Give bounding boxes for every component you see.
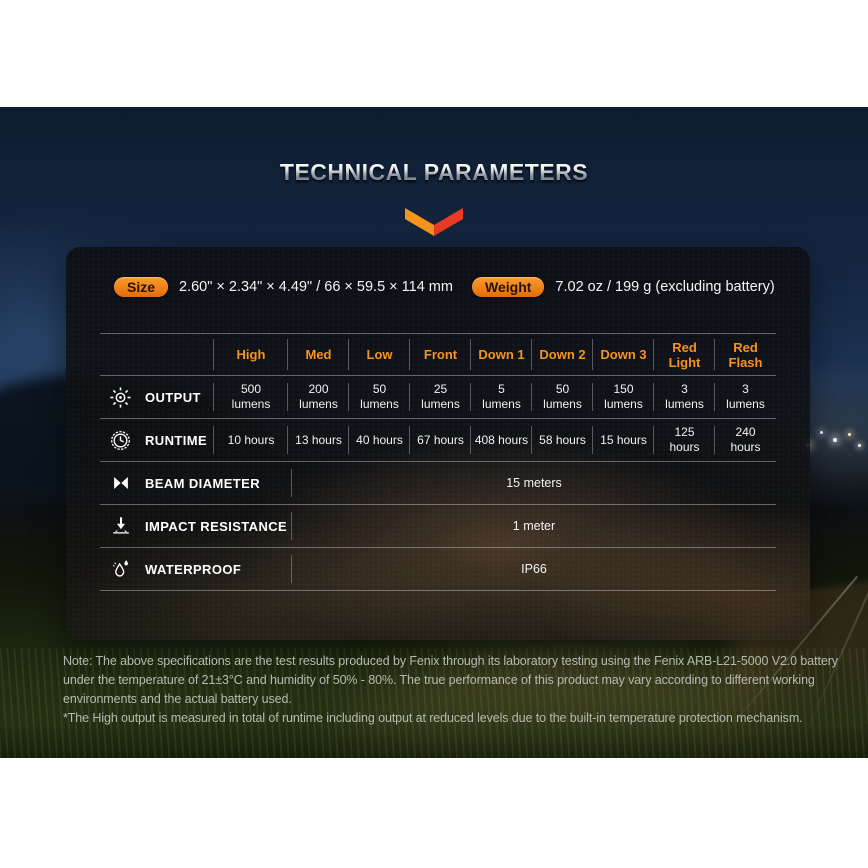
output-cell: 3 lumens bbox=[654, 376, 715, 418]
output-label: OUTPUT bbox=[145, 389, 201, 405]
runtime-label-cell: RUNTIME bbox=[100, 419, 214, 461]
header-cell-blank bbox=[100, 334, 214, 375]
output-cell: 150 lumens bbox=[593, 376, 654, 418]
output-cell: 3 lumens bbox=[726, 382, 765, 411]
runtime-cell: 125 hours bbox=[654, 419, 715, 461]
spec-panel: Size 2.60" × 2.34" × 4.49" / 66 × 59.5 ×… bbox=[66, 247, 810, 640]
chevron-down-icon bbox=[405, 208, 463, 236]
weight-value: 7.02 oz / 199 g (excluding battery) bbox=[555, 279, 775, 295]
waterproof-label-cell: WATERPROOF bbox=[100, 548, 292, 590]
output-cell: 500 lumens bbox=[214, 376, 288, 418]
beam-diameter-row: BEAM DIAMETER 15 meters bbox=[100, 461, 776, 504]
runtime-cell: 58 hours bbox=[532, 419, 593, 461]
camp-light bbox=[848, 433, 851, 436]
output-cell: 50 lumens bbox=[349, 376, 410, 418]
camp-light bbox=[833, 438, 837, 442]
runtime-cell: 40 hours bbox=[349, 419, 410, 461]
grass-foreground bbox=[0, 648, 868, 758]
waterproof-value-cell: IP66 bbox=[521, 562, 547, 576]
header-cell: Low bbox=[349, 334, 410, 375]
runtime-cell: 10 hours bbox=[214, 419, 288, 461]
beam-label: BEAM DIAMETER bbox=[145, 475, 260, 491]
runtime-cell: 13 hours bbox=[288, 419, 349, 461]
note-text: Note: The above specifications are the t… bbox=[63, 654, 838, 725]
header-cell: Front bbox=[410, 334, 471, 375]
output-cell: 25 lumens bbox=[410, 376, 471, 418]
header-cell: Red Flash bbox=[728, 339, 763, 370]
impact-resistance-row: IMPACT RESISTANCE 1 meter bbox=[100, 504, 776, 547]
waterdrop-icon bbox=[108, 557, 133, 582]
table-header-row: High Med Low Front Down 1 Down 2 Down 3 … bbox=[100, 333, 776, 375]
impact-label: IMPACT RESISTANCE bbox=[145, 518, 288, 534]
spec-table: High Med Low Front Down 1 Down 2 Down 3 … bbox=[100, 333, 776, 591]
beam-value-cell: 15 meters bbox=[506, 476, 562, 490]
header-cell: Down 3 bbox=[593, 334, 654, 375]
beam-label-cell: BEAM DIAMETER bbox=[100, 462, 292, 504]
impact-label-cell: IMPACT RESISTANCE bbox=[100, 505, 292, 547]
runtime-cell: 15 hours bbox=[593, 419, 654, 461]
weight-spec: Weight 7.02 oz / 199 g (excluding batter… bbox=[472, 277, 775, 297]
beam-icon bbox=[108, 471, 133, 496]
sun-icon bbox=[108, 385, 133, 410]
size-spec: Size 2.60" × 2.34" × 4.49" / 66 × 59.5 ×… bbox=[114, 277, 453, 297]
runtime-cell: 240 hours bbox=[730, 425, 761, 454]
waterproof-label: WATERPROOF bbox=[145, 561, 242, 577]
impact-arrow-icon bbox=[108, 514, 133, 539]
header-cell: Med bbox=[288, 334, 349, 375]
runtime-cell: 67 hours bbox=[410, 419, 471, 461]
output-cell: 5 lumens bbox=[471, 376, 532, 418]
output-cell: 50 lumens bbox=[532, 376, 593, 418]
header-cell: Down 1 bbox=[471, 334, 532, 375]
output-row: OUTPUT 500 lumens 200 lumens 50 lumens 2… bbox=[100, 375, 776, 418]
header-cell: High bbox=[214, 334, 288, 375]
runtime-cell: 408 hours bbox=[471, 419, 532, 461]
runtime-label: RUNTIME bbox=[145, 432, 208, 448]
size-badge: Size bbox=[114, 277, 169, 297]
camp-light bbox=[820, 431, 823, 434]
waterproof-row: WATERPROOF IP66 bbox=[100, 547, 776, 590]
header-cell: Red Light bbox=[654, 334, 715, 375]
runtime-row: RUNTIME 10 hours 13 hours 40 hours 67 ho… bbox=[100, 418, 776, 461]
clock-icon bbox=[108, 428, 133, 453]
output-cell: 200 lumens bbox=[288, 376, 349, 418]
camp-light bbox=[858, 444, 861, 447]
impact-value-cell: 1 meter bbox=[512, 519, 556, 533]
size-value: 2.60" × 2.34" × 4.49" / 66 × 59.5 × 114 … bbox=[179, 279, 453, 295]
output-label-cell: OUTPUT bbox=[100, 376, 214, 418]
page-title: TECHNICAL PARAMETERS bbox=[0, 159, 868, 186]
weight-badge: Weight bbox=[472, 277, 545, 297]
header-cell: Down 2 bbox=[532, 334, 593, 375]
background-photo: TECHNICAL PARAMETERS Size 2.60" × 2.34" … bbox=[0, 107, 868, 758]
